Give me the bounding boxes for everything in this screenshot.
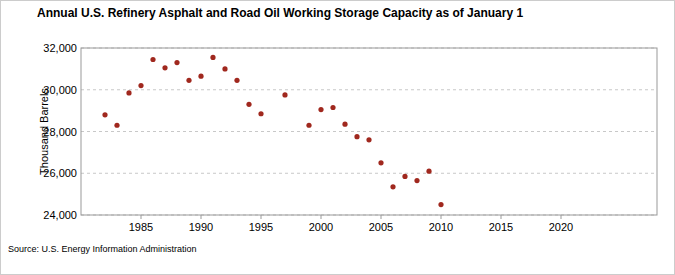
point xyxy=(282,92,287,97)
y-tick-label: 32,000 xyxy=(43,42,77,54)
points xyxy=(102,55,443,207)
point xyxy=(102,112,107,117)
y-tick-label: 24,000 xyxy=(43,209,77,221)
x-tick xyxy=(501,215,502,219)
point xyxy=(330,105,335,110)
chart: Annual U.S. Refinery Asphalt and Road Oi… xyxy=(0,0,675,275)
x-tick-label: 2020 xyxy=(549,221,573,233)
point xyxy=(390,184,395,189)
source: Source: U.S. Energy Information Administ… xyxy=(8,244,197,254)
point xyxy=(150,57,155,62)
point xyxy=(426,169,431,174)
x-tick xyxy=(441,215,442,219)
point xyxy=(378,160,383,165)
point xyxy=(414,178,419,183)
x-tick-label: 1995 xyxy=(249,221,273,233)
point xyxy=(162,65,167,70)
x-tick xyxy=(201,215,202,219)
x-tick-label: 2010 xyxy=(429,221,453,233)
point xyxy=(186,78,191,83)
point xyxy=(318,107,323,112)
x-tick xyxy=(261,215,262,219)
x-tick xyxy=(381,215,382,219)
x-tick-label: 2015 xyxy=(489,221,513,233)
point xyxy=(138,83,143,88)
point xyxy=(174,60,179,65)
y-axis-label: Thousand Barrels xyxy=(38,88,50,175)
x-tick xyxy=(321,215,322,219)
point xyxy=(198,74,203,79)
point xyxy=(126,90,131,95)
point xyxy=(258,111,263,116)
x-tick-label: 2000 xyxy=(309,221,333,233)
grid-line xyxy=(81,89,657,90)
background xyxy=(1,1,675,275)
point xyxy=(210,55,215,60)
x-tick-label: 2005 xyxy=(369,221,393,233)
point xyxy=(366,137,371,142)
point xyxy=(114,123,119,128)
point xyxy=(438,202,443,207)
x-tick-label: 1985 xyxy=(129,221,153,233)
point xyxy=(354,134,359,139)
x-tick xyxy=(141,215,142,219)
grid-line xyxy=(81,173,657,174)
point xyxy=(306,123,311,128)
point xyxy=(234,78,239,83)
point xyxy=(342,122,347,127)
point xyxy=(402,174,407,179)
x-tick xyxy=(561,215,562,219)
grid-line xyxy=(81,131,657,132)
point xyxy=(222,66,227,71)
title: Annual U.S. Refinery Asphalt and Road Oi… xyxy=(37,6,523,20)
x-tick-label: 1990 xyxy=(189,221,213,233)
plot-frame xyxy=(81,48,657,215)
point xyxy=(246,102,251,107)
